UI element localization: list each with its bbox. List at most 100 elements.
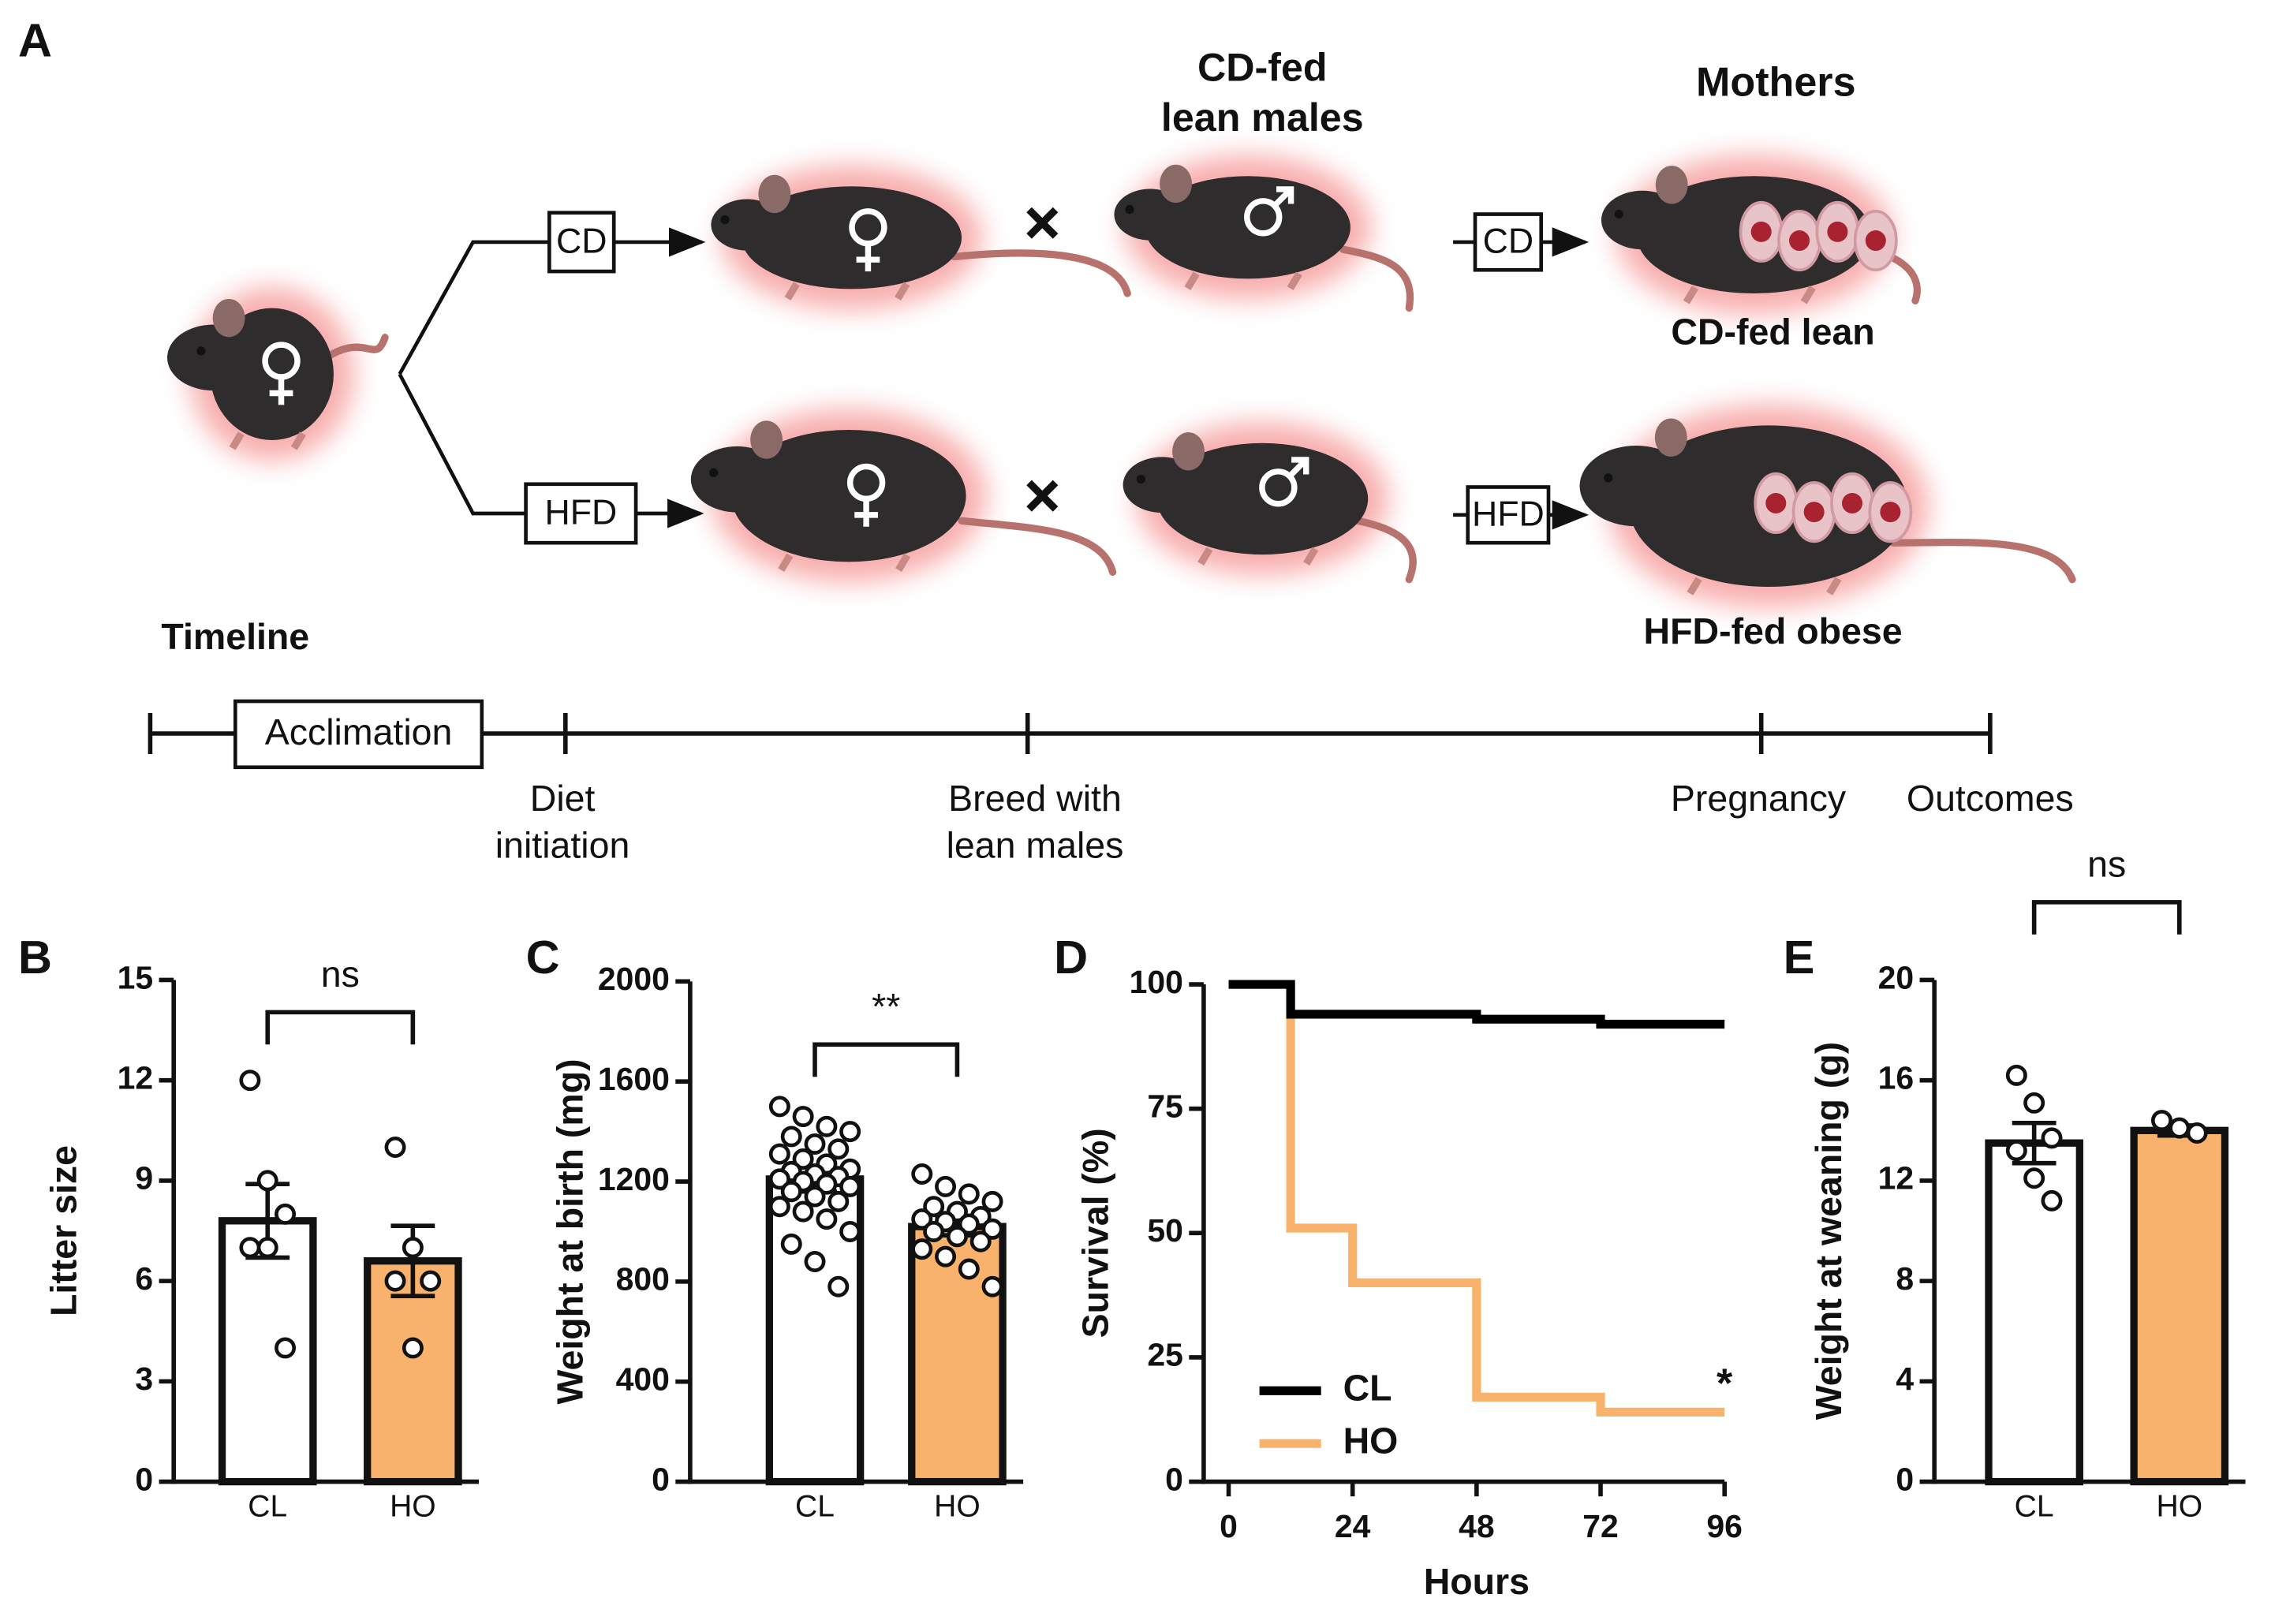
- branch-line: [398, 240, 550, 516]
- y-tick-label: 20: [1878, 959, 1915, 995]
- panel-label: C: [526, 931, 560, 984]
- x-tick-label: HO: [2156, 1489, 2202, 1523]
- mouse-feet: [1687, 577, 1842, 595]
- mouse-icon: [1114, 155, 1414, 312]
- data-point: [2023, 1092, 2045, 1114]
- sex-symbol: [1259, 469, 1298, 507]
- data-point: [969, 1230, 992, 1253]
- event-label: initiation: [495, 824, 630, 865]
- data-point: [2023, 1167, 2045, 1189]
- mouse-ear: [1655, 166, 1688, 204]
- data-point: [923, 1196, 945, 1218]
- pup: [1827, 221, 1848, 242]
- mouse-ear: [1654, 418, 1687, 457]
- mouse-body: [1156, 442, 1369, 555]
- timeline-title: Timeline: [161, 616, 309, 657]
- mouse-eye: [709, 468, 719, 477]
- mother-label: HFD-fed obese: [1644, 610, 1903, 651]
- y-tick-label: 3: [135, 1361, 153, 1397]
- y-tick-label: 50: [1147, 1212, 1183, 1249]
- mouse-body: [730, 429, 966, 562]
- diet-box-label: HFD: [544, 494, 617, 532]
- data-point: [958, 1258, 980, 1280]
- y-tick-label: 0: [135, 1461, 153, 1497]
- mouse-ear: [212, 298, 245, 338]
- data-point: [839, 1121, 861, 1143]
- mother-label: CD-fed lean: [1671, 311, 1874, 352]
- mouse-icon: [1579, 405, 2076, 608]
- pup: [1841, 492, 1863, 513]
- y-tick-label: 0: [652, 1461, 670, 1497]
- y-tick-label: 0: [1896, 1461, 1914, 1497]
- data-point: [275, 1203, 297, 1225]
- mouse-eye: [720, 215, 730, 225]
- data-point: [958, 1183, 980, 1205]
- panel-label: E: [1784, 931, 1815, 984]
- mouse-feet: [778, 553, 911, 572]
- mouse-icon: [711, 166, 1131, 310]
- y-tick-label: 12: [1878, 1160, 1915, 1197]
- data-point: [958, 1213, 980, 1235]
- significance-bracket: [813, 1042, 960, 1077]
- mouse-ear: [1172, 432, 1205, 471]
- pup: [1765, 492, 1787, 513]
- mouse-ear: [750, 420, 783, 459]
- data-point: [804, 1185, 826, 1208]
- mouse-icon: [1123, 422, 1417, 584]
- y-axis-label: Litter size: [43, 1145, 84, 1316]
- data-point: [402, 1237, 424, 1259]
- mouse-eye: [1136, 475, 1145, 484]
- panel-label: B: [18, 931, 52, 984]
- data-point: [792, 1148, 814, 1170]
- significance-label: *: [1717, 1361, 1733, 1406]
- mouse-icon: [690, 409, 1117, 583]
- y-axis-label: Weight at birth (mg): [549, 1058, 590, 1404]
- data-point: [256, 1237, 278, 1259]
- mouse-tail: [1889, 538, 2076, 584]
- data-point: [275, 1337, 297, 1359]
- male-label: CD-fed: [1197, 46, 1328, 90]
- mouse-icon: [1601, 155, 1921, 315]
- bar: [2130, 1126, 2229, 1486]
- x-tick-label: CL: [2015, 1489, 2054, 1523]
- data-point: [256, 1170, 278, 1192]
- data-point: [2186, 1122, 2208, 1144]
- y-tick-label: 2000: [598, 961, 670, 997]
- mouse-eye: [1614, 209, 1623, 219]
- pup: [1750, 221, 1772, 242]
- data-point: [816, 1115, 838, 1137]
- survival-line: [1228, 980, 1725, 1029]
- bar: [218, 1217, 317, 1486]
- x-tick-label: 72: [1582, 1508, 1619, 1544]
- bar: [908, 1223, 1007, 1486]
- bar: [1985, 1139, 2083, 1486]
- diet-box-label: CD: [556, 222, 607, 261]
- mouse-feet: [1184, 271, 1302, 290]
- panel-label: A: [18, 14, 52, 67]
- data-point: [827, 1275, 850, 1297]
- mouse-feet: [1683, 286, 1816, 304]
- mouse-tail: [319, 334, 389, 364]
- data-point: [946, 1226, 968, 1248]
- mouse-head: [711, 199, 783, 251]
- x-tick-label: 48: [1459, 1508, 1495, 1544]
- mouse-feet: [1197, 547, 1319, 566]
- y-axis-label: Survival (%): [1074, 1128, 1115, 1338]
- data-point: [2041, 1127, 2063, 1149]
- y-tick-label: 800: [616, 1261, 670, 1297]
- mouse-eye: [196, 346, 206, 356]
- y-tick-label: 1200: [598, 1161, 670, 1197]
- mouse-icon: [167, 287, 389, 461]
- y-tick-label: 8: [1896, 1260, 1914, 1297]
- x-tick-label: 0: [1220, 1508, 1238, 1544]
- error-bar: [2012, 1120, 2057, 1166]
- y-tick-label: 16: [1878, 1060, 1915, 1096]
- x-tick-label: CL: [248, 1489, 287, 1523]
- phase-label: Acclimation: [265, 711, 453, 752]
- event-label: Pregnancy: [1671, 778, 1847, 819]
- sex-symbol: [1244, 198, 1283, 237]
- pup: [1865, 230, 1886, 252]
- data-point: [816, 1173, 838, 1195]
- event-label: Outcomes: [1907, 778, 2074, 819]
